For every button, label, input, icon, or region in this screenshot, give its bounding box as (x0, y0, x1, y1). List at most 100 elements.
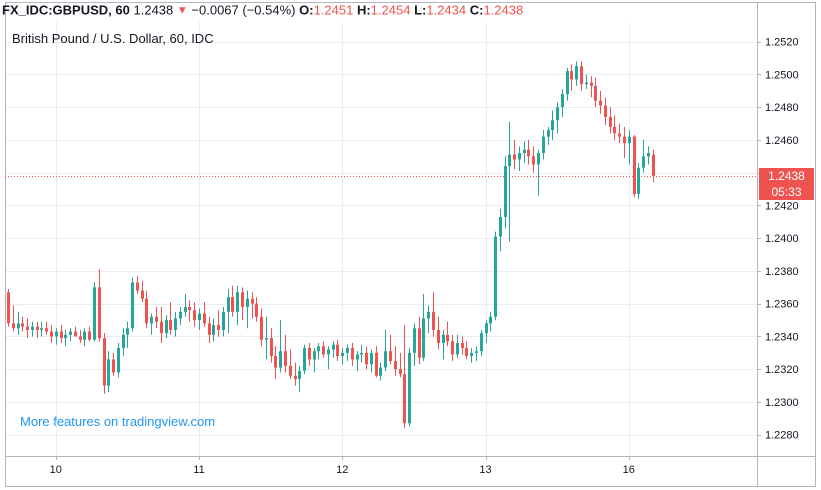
candle-body-up (518, 153, 521, 160)
candle-body-down (446, 334, 449, 342)
candle-body-up (370, 352, 373, 365)
candle-body-down (618, 133, 621, 137)
candle-body-up (40, 328, 43, 330)
candle-body-down (188, 306, 191, 311)
down-triangle-icon: ▼ (176, 4, 188, 17)
candle-body-down (389, 351, 392, 362)
last-price: 1.2438 (133, 2, 174, 18)
candle-body-up (179, 311, 182, 319)
candle-body-up (413, 328, 416, 353)
candle-body-up (561, 94, 564, 108)
candle-body-down (570, 71, 573, 80)
candle-body-down (613, 126, 616, 134)
price-change: −0.0067 (−0.54%) (191, 2, 296, 18)
time-tick-label: 10 (50, 464, 62, 476)
price-tick-label: 1.2520 (765, 37, 799, 49)
candle-body-down (527, 149, 530, 157)
candle-body-up (427, 311, 430, 319)
candle-body-down (652, 154, 655, 176)
candle-body-down (418, 328, 421, 358)
candle-body-up (265, 338, 268, 340)
candle-body-up (480, 333, 483, 352)
candle-body-down (289, 365, 292, 376)
candle-body-down (432, 311, 435, 330)
symbol-header: FX_IDC:GBPUSD, 60 1.2438 ▼ −0.0067 (−0.5… (2, 1, 523, 21)
candle-body-up (523, 149, 526, 154)
candle-body-down (513, 154, 516, 160)
price-tick-label: 1.2380 (765, 266, 799, 278)
candle-body-down (60, 331, 63, 339)
candle-body-down (403, 374, 406, 424)
candle-body-up (174, 318, 177, 330)
candle-body-up (298, 370, 301, 380)
candle-body-up (647, 153, 650, 157)
candle-body-up (494, 236, 497, 317)
candle-body-up (69, 331, 72, 335)
candle-body-up (442, 334, 445, 343)
price-tick-label: 1.2280 (765, 430, 799, 442)
price-tick-label: 1.2420 (765, 200, 799, 212)
candle-body-up (642, 156, 645, 168)
symbol-label[interactable]: FX_IDC:GBPUSD, 60 (2, 2, 130, 18)
price-tick-label: 1.2480 (765, 102, 799, 114)
candle-body-up (246, 298, 249, 307)
candle-body-up (212, 324, 215, 335)
candle-body-up (547, 130, 550, 137)
high-value: 1.2454 (370, 2, 411, 18)
candle-body-up (122, 334, 125, 348)
candle-body-down (208, 323, 211, 335)
open-label: O: (299, 2, 314, 18)
candle-body-down (274, 356, 277, 368)
candle-body-down (50, 331, 53, 337)
candle-body-down (12, 323, 15, 329)
candle-body-down (45, 328, 48, 332)
candle-body-down (365, 352, 368, 365)
candle-body-down (465, 347, 468, 357)
candle-body-down (7, 292, 10, 324)
candle-body-up (341, 352, 344, 357)
candle-body-down (336, 344, 339, 357)
candle-body-up (279, 351, 282, 368)
candle-body-down (633, 136, 636, 194)
candle-body-up (504, 166, 507, 217)
candle-body-down (351, 347, 354, 360)
candle-body-up (575, 66, 578, 80)
candle-body-up (551, 120, 554, 131)
candle-body-up (485, 323, 488, 334)
promo-link[interactable]: More features on tradingview.com (20, 414, 216, 429)
candle-body-up (126, 328, 129, 335)
chart-frame (5, 2, 816, 487)
low-value: 1.2434 (426, 2, 467, 18)
bar-countdown: 05:33 (759, 183, 814, 200)
close-value: 1.2438 (483, 2, 524, 18)
time-tick-label: 11 (193, 464, 204, 476)
candle-body-down (193, 310, 196, 321)
time-tick-label: 12 (336, 464, 348, 476)
candle-body-up (303, 347, 306, 371)
candle-body-up (31, 326, 34, 330)
candle-body-down (160, 321, 163, 334)
candle-body-up (422, 318, 425, 358)
candle-body-down (580, 66, 583, 85)
time-tick-label: 16 (623, 464, 635, 476)
low-label: L: (414, 2, 427, 18)
candle-body-down (112, 359, 115, 373)
candle-body-up (131, 282, 134, 329)
candle-body-up (499, 216, 502, 237)
candle-body-down (169, 320, 172, 330)
open-value: 1.2451 (313, 2, 354, 18)
candle-body-up (489, 316, 492, 324)
last-price-tag: 1.2438 (759, 167, 814, 184)
candle-body-down (203, 313, 206, 324)
candle-body-up (537, 153, 540, 165)
candle-body-up (313, 351, 316, 360)
candle-body-down (260, 316, 263, 340)
candle-body-up (456, 342, 459, 355)
candle-body-up (107, 359, 110, 386)
candle-body-up (542, 136, 545, 154)
price-tick-label: 1.2500 (765, 69, 799, 81)
price-tick-label: 1.2400 (765, 233, 799, 245)
candle-body-down (270, 338, 273, 357)
candle-body-up (236, 292, 239, 312)
